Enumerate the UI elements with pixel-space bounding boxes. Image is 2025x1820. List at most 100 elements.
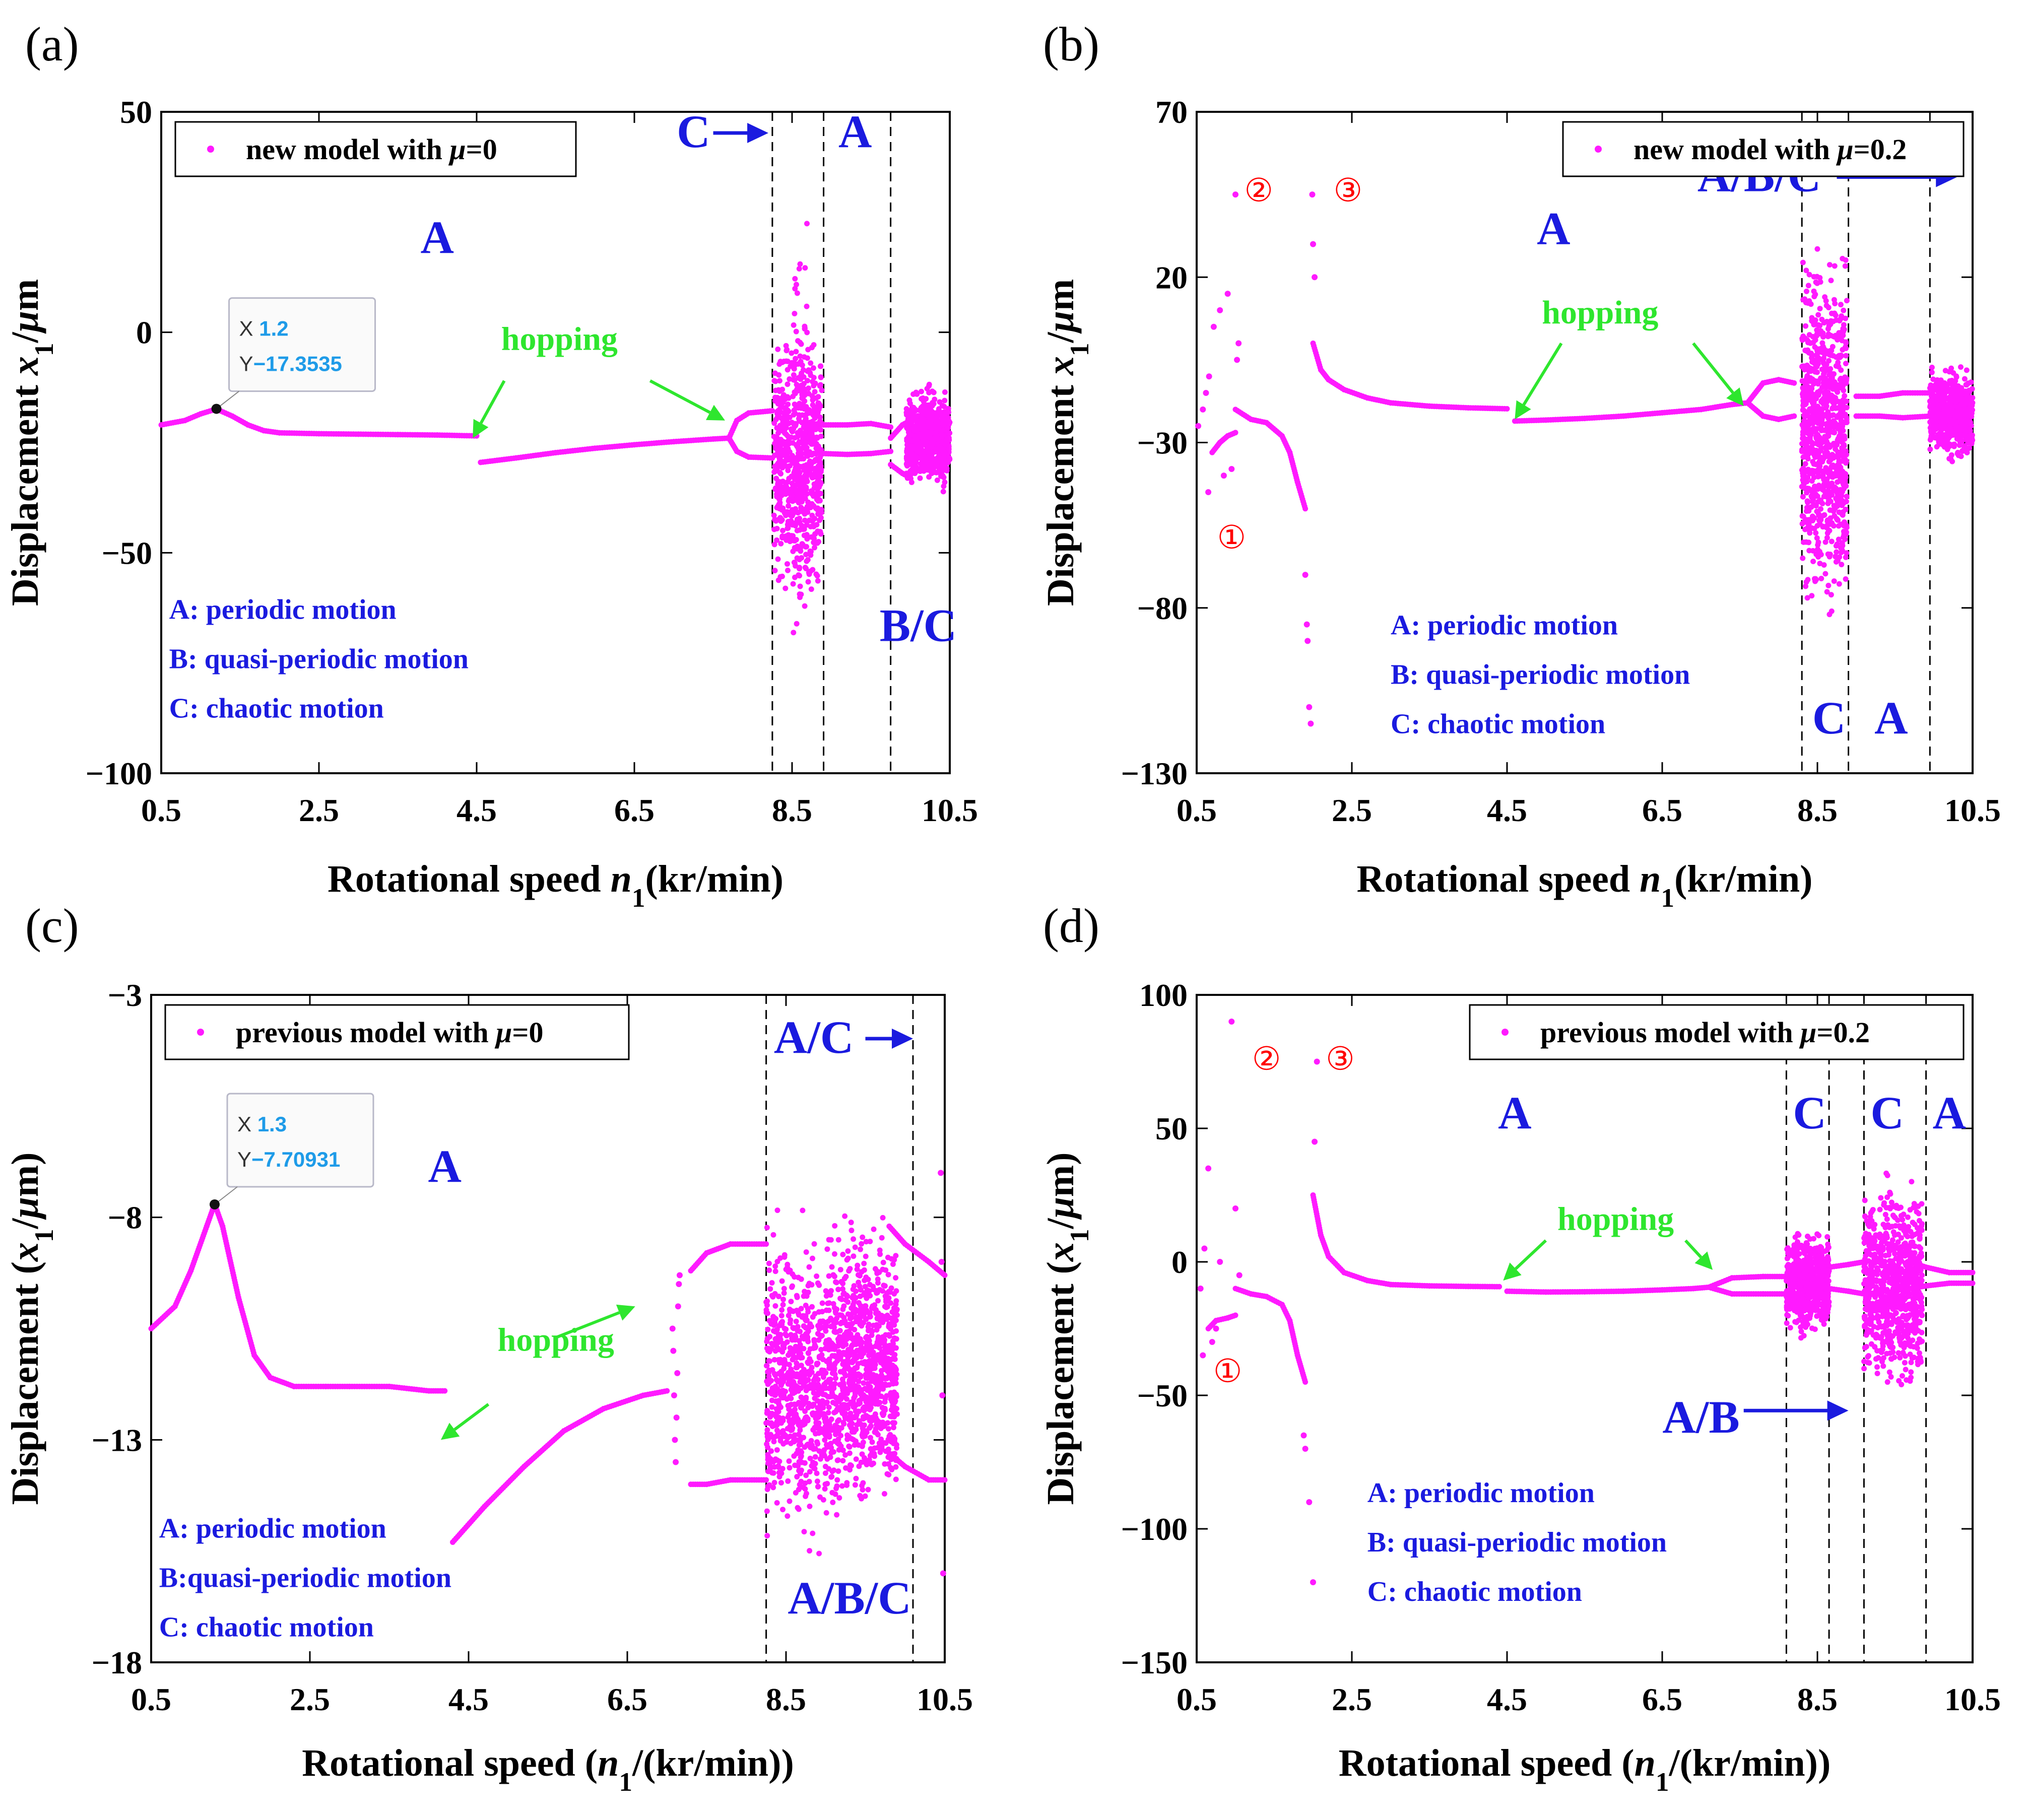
data-point: [1824, 439, 1830, 445]
data-point: [913, 391, 919, 397]
data-point: [1843, 531, 1849, 537]
data-point: [788, 1299, 794, 1305]
data-point: [1831, 395, 1837, 401]
data-point: [921, 459, 927, 465]
y-axis-label: Displacement x1/μm: [4, 279, 59, 606]
data-point: [1928, 433, 1934, 439]
data-point: [932, 449, 938, 455]
data-point: [1842, 263, 1848, 269]
data-point: [778, 1479, 784, 1486]
data-point: [1929, 364, 1935, 370]
data-point: [796, 265, 802, 272]
datatip[interactable]: X 1.2Y−17.3535: [211, 297, 376, 414]
data-point: [675, 1303, 681, 1310]
data-point: [772, 394, 778, 400]
chart-panel-2: (c)0.5 2.5 4.5 6.5 8.5 10.5−18−13−8−3Rotation…: [4, 899, 973, 1797]
data-point: [831, 1467, 837, 1473]
data-point: [795, 463, 801, 469]
data-point: [817, 414, 823, 420]
data-point: [769, 1404, 775, 1410]
data-point: [1927, 414, 1933, 420]
x-tick-label: 4.5: [1487, 792, 1527, 828]
data-point: [779, 1307, 785, 1313]
data-point: [1818, 506, 1824, 512]
data-point: [910, 416, 917, 422]
data-point: [793, 356, 799, 362]
datatip-marker[interactable]: [211, 403, 222, 414]
data-point: [1843, 554, 1849, 560]
data-point: [942, 441, 948, 447]
data-point: [786, 439, 792, 445]
data-point: [772, 1268, 778, 1274]
data-point: [835, 1237, 841, 1243]
data-point: [903, 470, 909, 477]
data-point: [1946, 443, 1952, 449]
data-point: [913, 447, 920, 453]
panel-label: (c): [25, 899, 79, 953]
circled-number: ①: [1217, 519, 1246, 557]
hopping-annotation: hopping: [1542, 294, 1658, 331]
data-point: [812, 380, 818, 386]
data-point: [1806, 540, 1812, 546]
data-point: [831, 1251, 837, 1257]
data-point: [1828, 278, 1834, 284]
data-point: [782, 585, 789, 591]
data-point: [774, 494, 780, 500]
data-point: [782, 415, 788, 421]
data-point: [805, 453, 811, 459]
data-point: [1835, 466, 1841, 473]
data-point: [767, 1334, 773, 1340]
data-point: [777, 423, 783, 429]
data-point: [1825, 393, 1832, 399]
data-point: [808, 523, 814, 529]
data-point: [1969, 402, 1975, 409]
data-point: [1807, 504, 1813, 510]
data-point: [804, 303, 810, 309]
x-tick-label: 0.5: [141, 792, 181, 828]
data-point: [1817, 306, 1823, 312]
data-point: [1234, 357, 1240, 363]
x-tick-label: 8.5: [1797, 792, 1838, 828]
data-point: [1825, 333, 1831, 340]
data-point: [927, 454, 933, 460]
panel-label: (a): [25, 17, 79, 71]
data-point: [1953, 411, 1959, 417]
data-point: [1826, 453, 1832, 459]
data-point: [674, 1370, 681, 1376]
data-point: [804, 491, 810, 497]
data-point: [807, 1548, 813, 1554]
data-point: [1844, 524, 1850, 530]
data-point: [812, 482, 818, 488]
data-point: [1828, 352, 1834, 358]
data-point: [820, 1497, 826, 1503]
data-point: [772, 370, 778, 376]
data-point: [1942, 419, 1948, 425]
data-point: [802, 425, 808, 431]
data-point: [813, 408, 819, 414]
data-point: [790, 511, 796, 517]
data-point: [832, 1223, 838, 1229]
data-point: [785, 401, 791, 408]
data-point: [1805, 499, 1811, 505]
region-label: A: [1874, 692, 1908, 744]
data-point: [1806, 548, 1812, 554]
data-point: [1818, 552, 1824, 558]
data-point: [771, 542, 777, 548]
data-point: [792, 467, 798, 474]
data-point: [1811, 294, 1817, 300]
data-point: [780, 479, 786, 485]
data-point: [777, 469, 783, 476]
data-point: [1952, 391, 1958, 397]
data-point: [810, 365, 816, 371]
x-tick-label: 4.5: [456, 792, 497, 828]
data-point: [819, 1300, 825, 1306]
data-point: [1811, 274, 1817, 280]
y-axis-label: Displacement x1/μm: [1039, 279, 1094, 606]
data-point: [917, 475, 923, 481]
data-point: [1830, 483, 1836, 489]
data-point: [817, 418, 823, 424]
data-point: [1791, 413, 1797, 419]
data-point: [810, 1255, 816, 1261]
data-point: [1816, 517, 1822, 523]
data-point: [772, 378, 778, 384]
